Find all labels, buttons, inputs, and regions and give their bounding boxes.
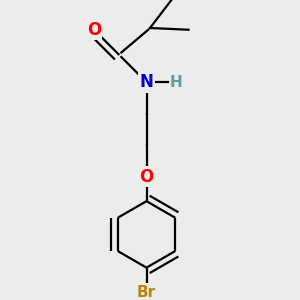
Text: H: H: [170, 75, 183, 90]
Text: N: N: [140, 73, 153, 91]
Text: O: O: [87, 21, 101, 39]
Text: Br: Br: [137, 285, 156, 300]
Text: O: O: [140, 168, 154, 186]
